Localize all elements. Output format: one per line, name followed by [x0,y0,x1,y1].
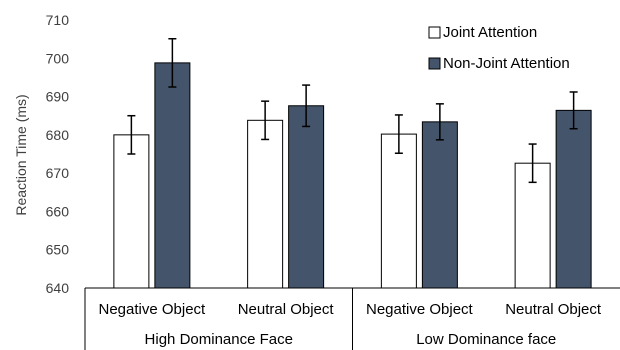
legend-label: Non-Joint Attention [443,55,570,72]
y-tick-label: 700 [46,50,70,66]
bar-joint [514,162,551,289]
bar-non-joint [288,105,325,289]
y-tick-label: 660 [46,203,70,219]
category-label: Negative Object [366,301,474,318]
y-tick-label: 680 [46,127,70,143]
category-label: Neutral Object [505,301,602,318]
category-label: Neutral Object [238,301,335,318]
group-label: High Dominance Face [145,331,293,348]
y-tick-label: 650 [46,242,70,258]
error-bars [127,38,578,184]
y-tick-label: 690 [46,89,70,105]
legend-swatch [428,26,441,39]
group-labels: High Dominance Face Low Dominance face [84,288,556,350]
y-tick-label: 670 [46,165,70,181]
legend-swatch [428,57,441,70]
group-label: Low Dominance face [416,331,556,348]
bars [113,62,592,289]
bar-joint [380,133,417,289]
category-label: Negative Object [99,301,207,318]
bar-joint [113,134,150,289]
bar-non-joint [421,121,458,289]
category-labels: Negative Object Neutral Object Negative Ob… [99,301,602,318]
y-tick-labels: 640 650 660 670 680 690 700 710 [46,12,70,296]
legend: Joint Attention Non-Joint Attention [428,24,570,72]
y-axis-label: Reaction Time (ms) [13,94,29,215]
bar-joint [247,119,284,289]
bar-non-joint [555,109,592,289]
y-tick-label: 640 [46,280,70,296]
y-tick-label: 710 [46,12,70,28]
legend-label: Joint Attention [443,24,537,41]
bar-non-joint [154,62,191,289]
